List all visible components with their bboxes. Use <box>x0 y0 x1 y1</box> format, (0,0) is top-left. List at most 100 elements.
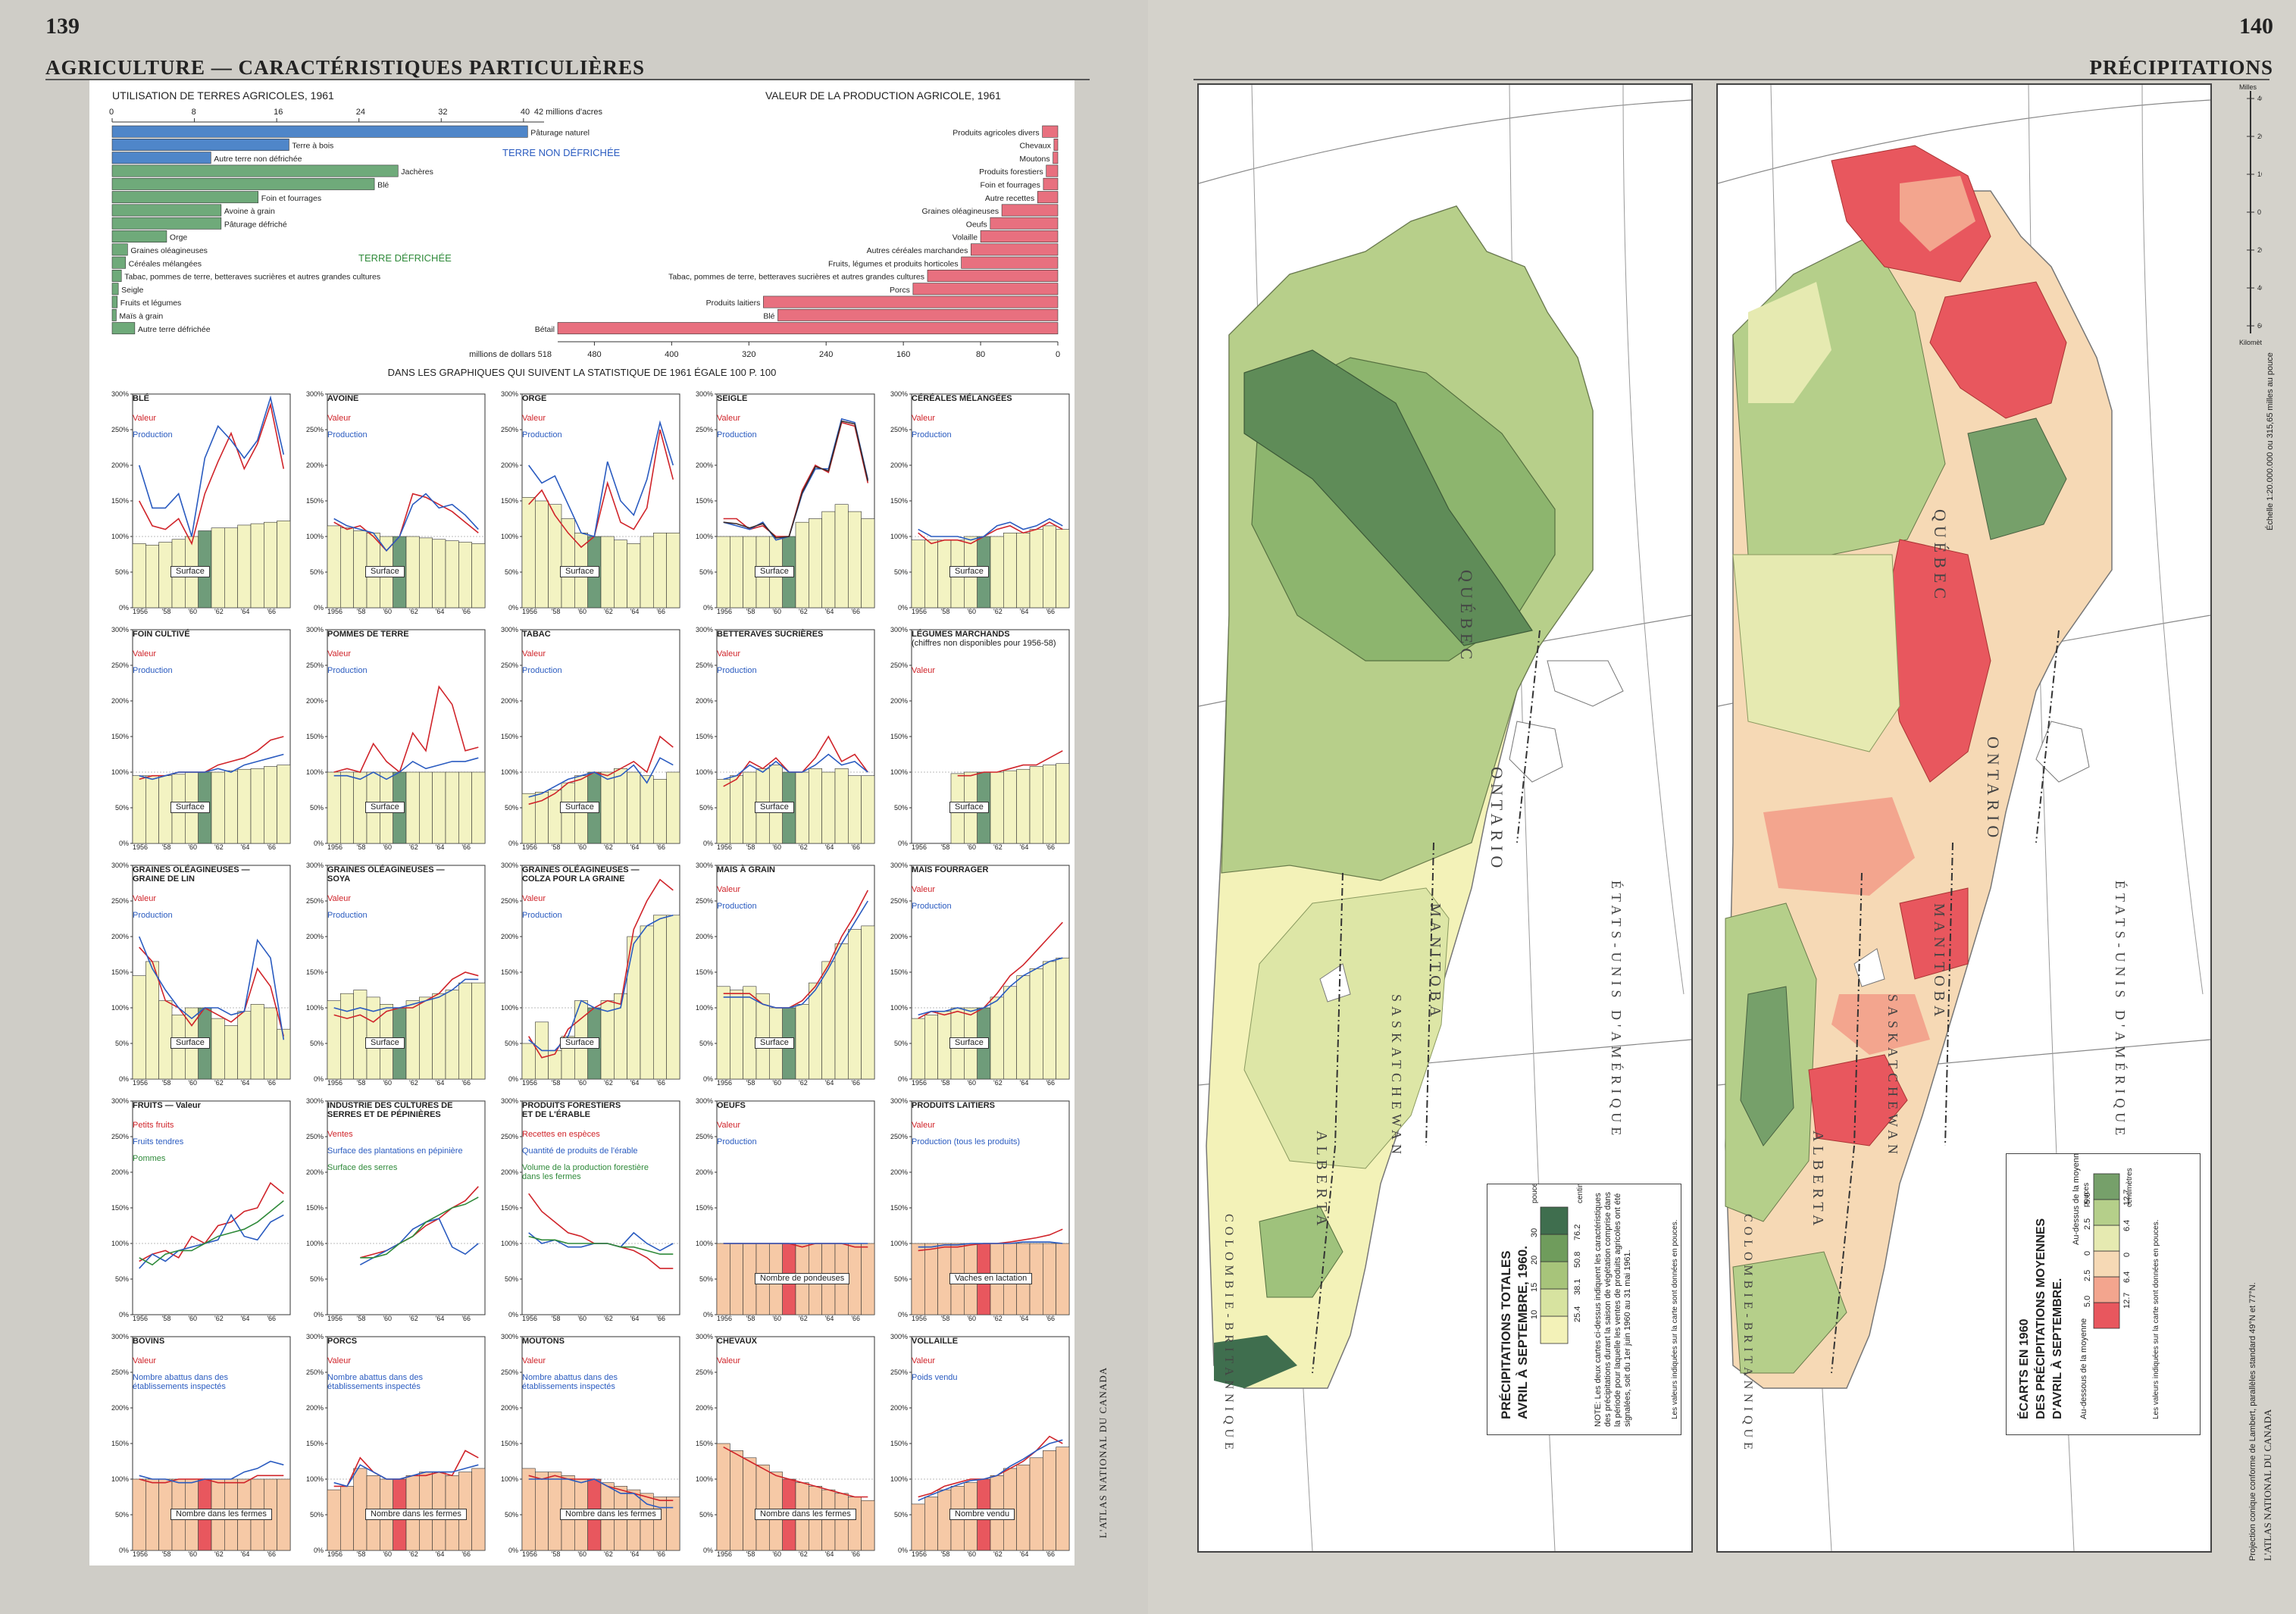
index-chart-svg: 0% 50% 100% 150% 200% 250% 300% 1956 '58 '60 '62 '6… <box>890 626 1070 851</box>
x-tick-label: '64 <box>825 1079 834 1087</box>
y-tick-label: 50% <box>505 1040 518 1047</box>
index-chart-svg: 0% 50% 100% 150% 200% 250% 300% 1956 '58 '60 '62 '6… <box>501 862 680 1087</box>
x-tick-label: '66 <box>656 1079 665 1087</box>
y-tick-label: 100% <box>501 533 518 540</box>
index-series-line <box>528 1235 674 1255</box>
x-tick-label: '64 <box>825 843 834 851</box>
y-tick-label: 200% <box>111 933 129 940</box>
y-tick-label: 300% <box>696 862 713 869</box>
y-tick-label: 300% <box>890 1097 908 1105</box>
index-chart: 0% 50% 100% 150% 200% 250% 300% 1956 '58 '60 '62 '6… <box>685 1326 880 1561</box>
x-tick-label: 1956 <box>327 1550 343 1558</box>
land-use-title: UTILISATION DE TERRES AGRICOLES, 1961 <box>112 89 334 102</box>
y-tick-label: 250% <box>890 662 908 669</box>
index-chart: 0% 50% 100% 150% 200% 250% 300% 1956 '58 '60 '62 '6… <box>101 1090 296 1325</box>
index-bar <box>340 771 354 844</box>
prod-label: Blé <box>763 312 774 321</box>
index-legend-entry: Volume de la production forestière dans … <box>522 1163 649 1181</box>
y-tick-label: 200% <box>696 933 713 940</box>
y-tick-label: 150% <box>111 733 129 740</box>
index-legend-entry: Production <box>133 430 173 439</box>
prod-tick: 480 <box>587 350 601 359</box>
y-tick-label: 150% <box>890 733 908 740</box>
index-chart-svg: 0% 50% 100% 150% 200% 250% 300% 1956 '58 '60 '62 '6… <box>696 626 875 851</box>
map1-legend-title2: AVRIL À SEPTEMBRE, 1960. <box>1516 1246 1530 1419</box>
y-tick-label: 150% <box>111 497 129 505</box>
index-bar <box>861 925 875 1080</box>
index-legend-entry: Surface des plantations en pépinière <box>327 1146 463 1156</box>
base-series-label: Surface <box>949 802 989 813</box>
x-tick-label: '58 <box>746 1550 755 1558</box>
base-series-label: Surface <box>365 1037 405 1049</box>
y-tick-label: 150% <box>501 968 518 976</box>
index-bar <box>821 511 836 608</box>
y-tick-label: 0% <box>508 1311 518 1318</box>
y-tick-label: 100% <box>890 768 908 776</box>
map1-inch-label: 15 <box>1530 1283 1539 1292</box>
index-bar <box>730 990 743 1080</box>
x-tick-label: 1956 <box>717 1550 732 1558</box>
index-bar <box>419 537 433 608</box>
index-bar <box>535 792 549 844</box>
index-chart-svg: 0% 50% 100% 150% 200% 250% 300% 1956 '58 '60 '62 '6… <box>111 862 291 1087</box>
y-tick-label: 250% <box>696 426 713 433</box>
y-tick-label: 300% <box>501 1333 518 1340</box>
index-bar <box>145 961 159 1080</box>
index-bar <box>432 539 446 608</box>
index-bar <box>353 990 368 1080</box>
prod-label: Foin et fourrages <box>980 181 1040 190</box>
map1-legend-swatch <box>1540 1206 1569 1235</box>
land-use-label: Blé <box>377 181 389 190</box>
index-legend-entry: Petits fruits <box>133 1121 174 1130</box>
index-series-line <box>528 735 674 805</box>
y-tick-label: 100% <box>501 1004 518 1012</box>
index-bar <box>237 768 252 844</box>
y-tick-label: 150% <box>501 1440 518 1447</box>
x-tick-label: '62 <box>993 843 1003 851</box>
index-series-line <box>360 1186 479 1259</box>
index-series-line <box>333 1464 479 1487</box>
prod-bar <box>1043 177 1059 190</box>
index-chart-title: BETTERAVES SUCRIÈRES <box>717 630 824 639</box>
index-bar <box>224 527 238 608</box>
x-tick-label: '62 <box>214 1550 224 1558</box>
right-page: 140 PRÉCIPITATIONS <box>1148 0 2296 1614</box>
map2-legend-swatch <box>2093 1276 2120 1303</box>
y-tick-label: 200% <box>111 461 129 469</box>
index-series-line <box>918 921 1063 1019</box>
map1-inch-label: 20 <box>1530 1256 1539 1265</box>
y-tick-label: 250% <box>306 1133 324 1140</box>
index-legend-entry: Production <box>133 911 173 920</box>
index-legend-entry: Valeur <box>133 1356 156 1365</box>
index-bar <box>1029 1457 1043 1551</box>
land-use-bar <box>111 164 399 177</box>
index-bar <box>834 504 849 608</box>
map1-note-fo: NOTE: Les deux cartes ci-dessus indiquen… <box>1594 1192 1632 1427</box>
index-chart: 0% 50% 100% 150% 200% 250% 300% 1956 '58 '60 '62 '6… <box>880 855 1074 1090</box>
index-chart-svg: 0% 50% 100% 150% 200% 250% 300% 1956 '58 '60 '62 '6… <box>306 862 486 1087</box>
index-series-line <box>333 685 479 774</box>
index-bar <box>911 1018 925 1080</box>
y-tick-label: 150% <box>111 1204 129 1212</box>
y-tick-label: 200% <box>890 1168 908 1176</box>
x-tick-label: '60 <box>772 608 781 615</box>
y-tick-label: 100% <box>111 1004 129 1012</box>
prod-label: Autres céréales marchandes <box>867 246 968 255</box>
index-legend-entry: Valeur <box>133 649 156 658</box>
y-tick-label: 150% <box>111 1440 129 1447</box>
y-tick-label: 250% <box>890 1368 908 1376</box>
y-tick-label: 150% <box>696 497 713 505</box>
x-tick-label: '66 <box>851 1079 860 1087</box>
index-bar <box>716 1443 730 1551</box>
x-tick-label: '64 <box>241 843 250 851</box>
scale-tick-label: 400 <box>2257 284 2262 292</box>
base-series-label: Surface <box>755 566 794 577</box>
x-tick-label: 1956 <box>133 1550 148 1558</box>
y-tick-label: 100% <box>306 1004 324 1012</box>
index-chart-title: GRAINES OLÉAGINEUSES — <box>133 865 250 874</box>
x-tick-label: '62 <box>604 608 613 615</box>
index-series-line <box>918 957 1063 1016</box>
prod-bar <box>1001 204 1059 217</box>
x-tick-label: '64 <box>1020 608 1029 615</box>
index-bar <box>250 1004 264 1080</box>
